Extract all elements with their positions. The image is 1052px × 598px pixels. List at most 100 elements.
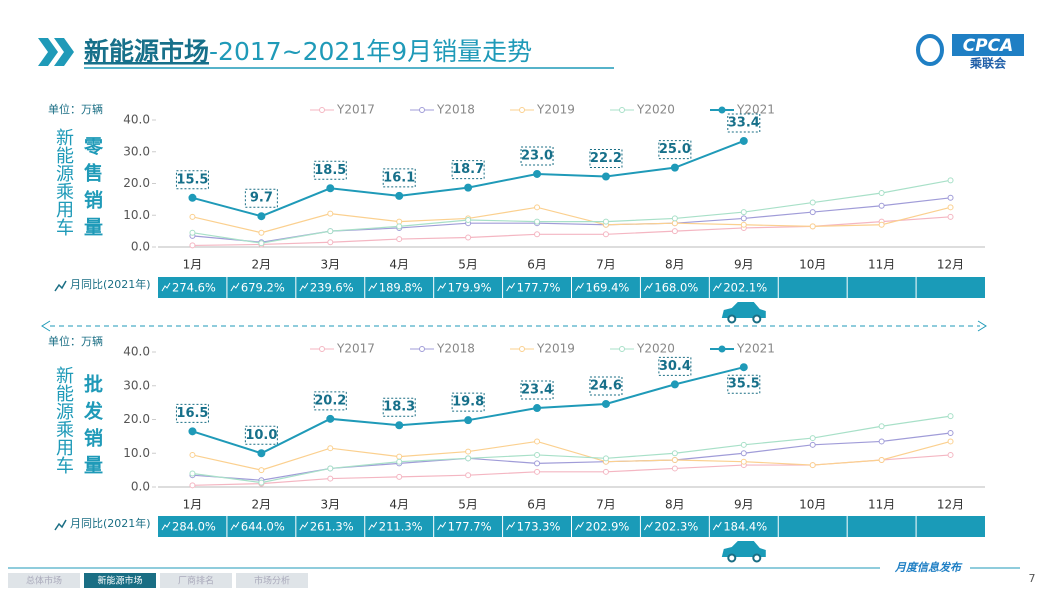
yoy-cell-icon — [161, 521, 171, 531]
point — [671, 228, 678, 235]
point — [601, 399, 610, 408]
yoy-value: 168.0% — [654, 281, 698, 295]
yoy-cell-icon — [368, 521, 378, 531]
point — [878, 202, 885, 209]
x-tick-label: 10月 — [799, 258, 826, 272]
point — [534, 438, 541, 445]
x-tick-label: 12月 — [937, 258, 964, 272]
logo-cn: 乘联会 — [969, 56, 1007, 71]
y-tick-label: 30.0 — [123, 144, 150, 158]
point — [189, 213, 196, 220]
x-tick-label: 4月 — [389, 498, 409, 512]
page-title: 新能源市场-2017~2021年9月销量走势 — [84, 37, 532, 66]
data-label: 19.8 — [452, 395, 484, 410]
title-rest: -2017~2021年9月销量走势 — [209, 37, 532, 66]
point — [396, 218, 403, 225]
point — [258, 240, 265, 247]
legend-marker — [718, 106, 726, 114]
legend-label: Y2021 — [736, 103, 775, 117]
x-tick-label: 5月 — [458, 498, 478, 512]
x-tick-label: 1月 — [183, 498, 203, 512]
x-tick-label: 8月 — [665, 258, 685, 272]
x-tick-label: 2月 — [252, 258, 272, 272]
footer-tab — [236, 573, 308, 588]
data-label: 16.1 — [383, 170, 415, 185]
label-box — [244, 188, 278, 208]
yoy-cell-icon — [712, 282, 722, 292]
point — [189, 470, 196, 477]
point — [464, 416, 473, 425]
y-tick-label: 10.0 — [123, 208, 150, 222]
point — [327, 228, 334, 235]
x-tick-label: 9月 — [734, 258, 754, 272]
logo-box — [952, 34, 1024, 56]
arrow-head — [41, 320, 51, 332]
yoy-icon — [54, 519, 67, 531]
y-tick-label: 10.0 — [123, 446, 150, 460]
yoy-cell-icon — [712, 521, 722, 531]
footer-tab — [84, 573, 156, 588]
yoy-value: 179.9% — [448, 281, 492, 295]
yoy-cell-icon — [299, 282, 309, 292]
release-label: 月度信息发布 — [894, 561, 963, 574]
point — [534, 468, 541, 475]
yoy-value: 177.7% — [448, 520, 492, 534]
x-tick-label: 8月 — [665, 498, 685, 512]
y-tick-label: 0.0 — [131, 240, 150, 254]
point — [878, 190, 885, 197]
x-tick-label: 11月 — [868, 498, 895, 512]
label-box — [658, 356, 692, 376]
unit-label: 单位：万辆 — [48, 334, 103, 348]
data-label: 16.5 — [176, 406, 208, 421]
point — [465, 455, 472, 462]
label-box — [520, 146, 554, 166]
point — [947, 194, 954, 201]
point — [740, 209, 747, 216]
car-wheel — [727, 314, 737, 324]
x-tick-label: 11月 — [868, 258, 895, 272]
point — [671, 220, 678, 227]
legend-label: Y2018 — [436, 342, 475, 356]
x-tick-label: 12月 — [937, 498, 964, 512]
data-label: 30.4 — [659, 359, 691, 374]
point — [947, 438, 954, 445]
data-label: 15.5 — [176, 172, 208, 187]
point — [395, 191, 404, 200]
point — [809, 209, 816, 216]
yoy-cell-icon — [643, 282, 653, 292]
point — [671, 465, 678, 472]
label-box — [658, 140, 692, 160]
label-box — [589, 149, 623, 169]
legend-marker — [619, 346, 625, 352]
point — [533, 169, 542, 178]
yoy-value: 173.3% — [517, 520, 561, 534]
point — [327, 210, 334, 217]
data-label: 18.5 — [314, 163, 346, 178]
car-wheel — [752, 553, 762, 563]
point — [327, 465, 334, 472]
point — [327, 445, 334, 452]
footer-tab-label: 新能源市场 — [97, 575, 142, 587]
x-tick-label: 1月 — [183, 258, 203, 272]
legend-label: Y2017 — [336, 103, 375, 117]
yoy-cell-icon — [368, 282, 378, 292]
point — [947, 451, 954, 458]
legend-label: Y2018 — [436, 103, 475, 117]
legend-label: Y2020 — [636, 342, 675, 356]
label-box — [520, 380, 554, 400]
point — [878, 423, 885, 430]
legend-marker — [519, 107, 525, 113]
data-label: 10.0 — [245, 428, 277, 443]
label-box — [382, 168, 416, 188]
point — [395, 421, 404, 430]
yoy-value: 169.4% — [586, 281, 630, 295]
yoy-value: 239.6% — [310, 281, 354, 295]
point — [396, 236, 403, 243]
yoy-cell-icon — [299, 521, 309, 531]
logo-swirl — [916, 34, 944, 66]
point — [534, 460, 541, 467]
footer-tab-label: 总体市场 — [26, 575, 62, 587]
y-tick-label: 20.0 — [123, 176, 150, 190]
